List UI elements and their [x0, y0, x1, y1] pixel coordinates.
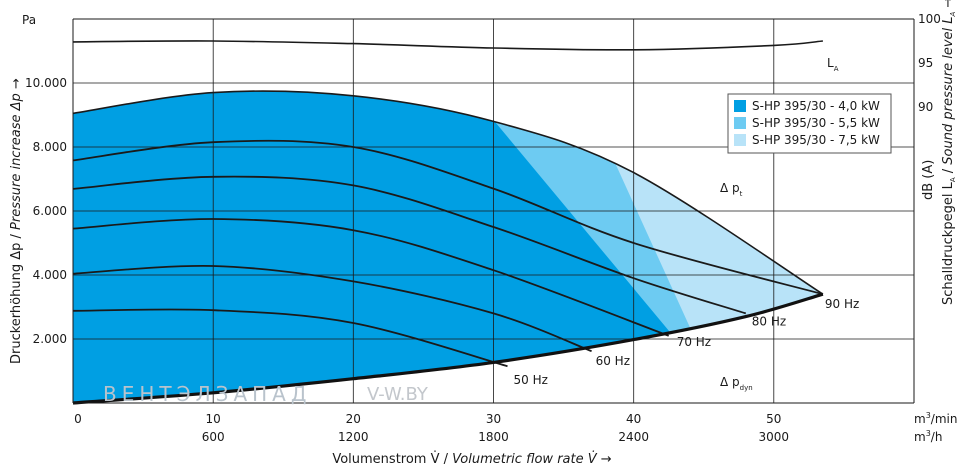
- x-tick-label-min: 20: [346, 412, 361, 426]
- y-right-tick-label: 95: [918, 56, 933, 70]
- x-axis-title: Volumenstrom V̇ / Volumetric flow rate V…: [332, 452, 611, 467]
- x-unit-h: m3/h: [914, 429, 942, 444]
- delta-pdyn-label: Δ pdyn: [720, 375, 753, 392]
- x-tick-label-min: 50: [766, 412, 781, 426]
- la-label: LA: [827, 56, 839, 73]
- y-right-tick-label: 90: [918, 100, 933, 114]
- x-tick-labels: 0 10 20 30 40 50 600 1200 1800 2400 3000: [74, 412, 789, 444]
- watermark-latin: V-W.BY: [367, 384, 429, 405]
- max-envelope-curve: [72, 90, 824, 295]
- y-left-unit: Pa: [22, 13, 36, 27]
- frequency-curve-label: 90 Hz: [825, 297, 859, 311]
- x-tick-label-min: 30: [486, 412, 501, 426]
- legend-swatch-4-0kw: [734, 100, 746, 112]
- y-right-tick-labels: 90 95 100: [918, 12, 941, 114]
- sound-level-curve: [72, 40, 823, 51]
- y-left-tick-label: 4.000: [33, 268, 67, 282]
- x-tick-label-min: 10: [206, 412, 221, 426]
- frequency-curve-label: 80 Hz: [752, 314, 786, 328]
- legend-label-4-0kw: S-HP 395/30 - 4,0 kW: [752, 99, 880, 113]
- legend-label-5-5kw: S-HP 395/30 - 5,5 kW: [752, 116, 880, 130]
- legend-box: [727, 93, 892, 154]
- legend-swatch-5-5kw: [734, 117, 746, 129]
- legend-swatch-7-5kw: [734, 134, 746, 146]
- frequency-curve-label: 50 Hz: [514, 373, 548, 387]
- x-tick-label-min: 40: [626, 412, 641, 426]
- frequency-curve: [72, 264, 592, 353]
- legend: S-HP 395/30 - 4,0 kW S-HP 395/30 - 5,5 k…: [727, 93, 892, 154]
- y-left-tick-label: 6.000: [33, 204, 67, 218]
- x-tick-label-h: 1200: [338, 430, 369, 444]
- y-right-title: Schalldruckpegel LA / Sound pressure lev…: [941, 0, 957, 305]
- x-tick-label-h: 3000: [759, 430, 790, 444]
- watermark-cyrillic: ВЕНТЭЛЗАПАД: [103, 382, 311, 406]
- y-left-tick-labels: 2.000 4.000 6.000 8.000 10.000: [25, 76, 67, 346]
- delta-pt-label: Δ pt: [720, 181, 743, 198]
- x-tick-label-h: 600: [202, 430, 225, 444]
- operating-areas: [73, 91, 823, 403]
- frequency-curves: [72, 139, 824, 368]
- y-right-tick-label: 100: [918, 12, 941, 26]
- frequency-curve: [72, 139, 824, 296]
- frequency-curve: [72, 175, 747, 315]
- frequency-curve-label: 60 Hz: [596, 354, 630, 368]
- x-tick-label-min: 0: [74, 412, 82, 426]
- area-4-0kw: [73, 91, 676, 403]
- y-left-title: Druckerhöhung Δp / Pressure increase Δp …: [9, 78, 24, 364]
- x-unit-min: m3/min: [914, 411, 957, 426]
- y-left-tick-label: 2.000: [33, 332, 67, 346]
- frequency-curve: [72, 308, 508, 368]
- x-tick-label-h: 2400: [618, 430, 649, 444]
- curve-labels: 50 Hz 60 Hz 70 Hz 80 Hz 90 Hz: [514, 297, 860, 387]
- y-right-unit-label: dB (A): [921, 160, 936, 200]
- y-left-tick-label: 10.000: [25, 76, 67, 90]
- frequency-curve: [72, 218, 670, 337]
- frequency-curve-label: 70 Hz: [677, 335, 711, 349]
- dynamic-pressure-curve: [72, 292, 824, 405]
- x-tick-label-h: 1800: [478, 430, 509, 444]
- y-left-tick-label: 8.000: [33, 140, 67, 154]
- legend-label-7-5kw: S-HP 395/30 - 7,5 kW: [752, 133, 880, 147]
